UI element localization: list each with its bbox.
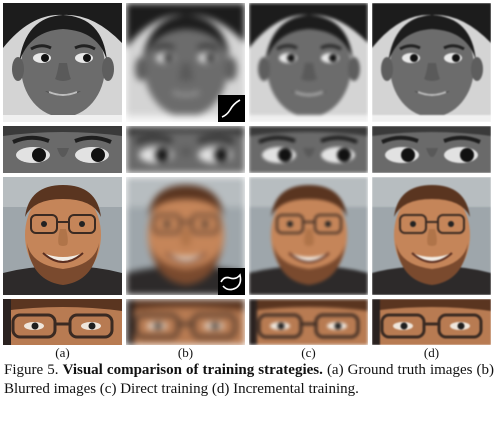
direct-training-man-face xyxy=(249,177,368,295)
caption-number: Figure 5. xyxy=(4,362,59,378)
blurred-girl-face xyxy=(126,3,245,122)
blur-kernel-icon xyxy=(218,95,245,122)
blurred-girl-eyes xyxy=(126,126,245,173)
blur-kernel-icon xyxy=(218,268,245,295)
sublabel-c: (c) xyxy=(301,345,316,360)
direct-training-girl-face xyxy=(249,3,368,122)
incremental-training-girl-eyes xyxy=(372,126,491,173)
direct-training-man-eyes xyxy=(249,299,368,345)
blurred-man-face xyxy=(126,177,245,295)
ground-truth-girl-face xyxy=(3,3,122,122)
sublabel-a: (a) xyxy=(55,345,70,360)
direct-training-girl-eyes xyxy=(249,126,368,173)
sublabel-d: (d) xyxy=(423,345,440,360)
figure-caption: Figure 5. Visual comparison of training … xyxy=(4,361,494,399)
incremental-training-man-face xyxy=(372,177,491,295)
caption-text: (a) Ground truth images (b) Blurred imag… xyxy=(4,362,494,397)
sublabel-b: (b) xyxy=(177,345,194,360)
image-grid xyxy=(3,3,495,345)
blurred-man-eyes xyxy=(126,299,245,345)
subfigure-labels: (a) (b) (c) (d) xyxy=(3,345,495,361)
incremental-training-man-eyes xyxy=(372,299,491,345)
incremental-training-girl-face xyxy=(372,3,491,122)
caption-title: Visual comparison of training strategies… xyxy=(62,362,323,378)
ground-truth-man-eyes xyxy=(3,299,122,345)
ground-truth-man-face xyxy=(3,177,122,295)
ground-truth-girl-eyes xyxy=(3,126,122,173)
